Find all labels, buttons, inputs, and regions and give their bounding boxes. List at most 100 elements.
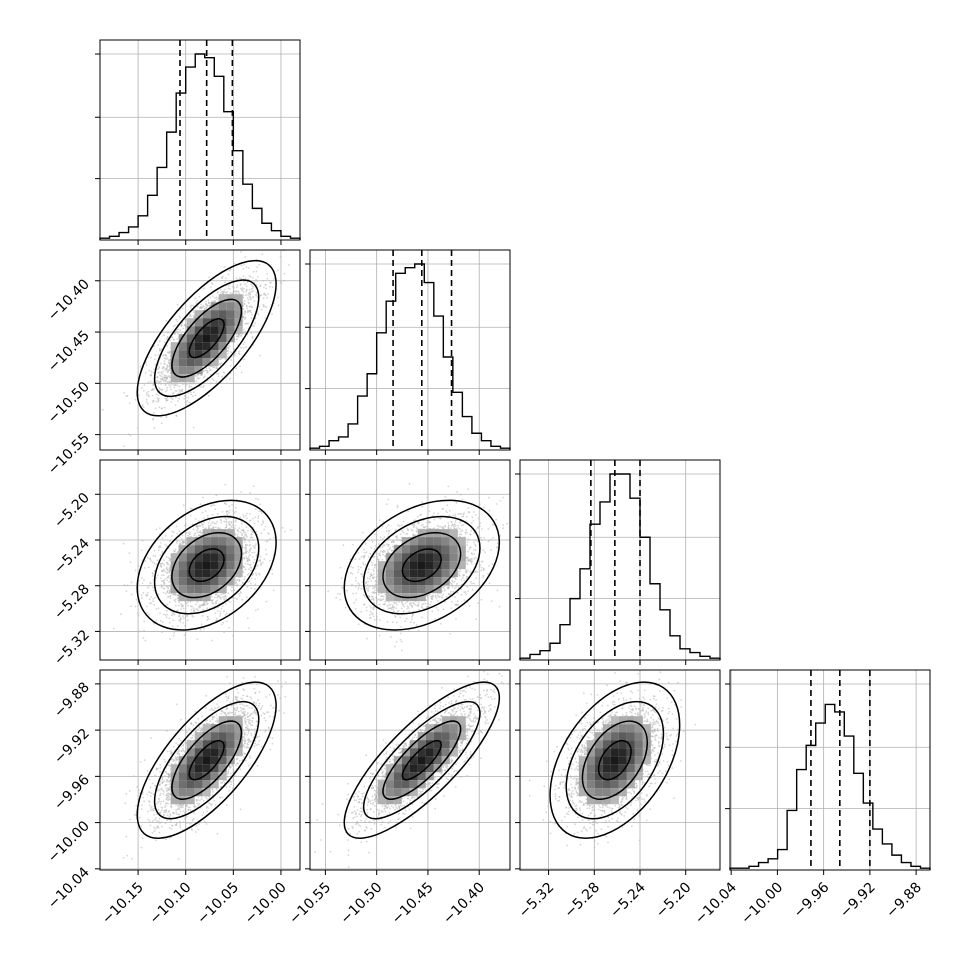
scatter-point bbox=[238, 277, 241, 279]
density-cell bbox=[218, 310, 227, 319]
scatter-point bbox=[161, 537, 164, 540]
scatter-point bbox=[162, 366, 165, 369]
scatter-point bbox=[254, 508, 257, 511]
scatter-point bbox=[238, 527, 241, 529]
scatter-point bbox=[166, 576, 169, 579]
scatter-point bbox=[159, 620, 162, 622]
scatter-point bbox=[219, 358, 222, 361]
scatter-point bbox=[227, 517, 230, 520]
scatter-point bbox=[175, 414, 178, 417]
scatter-point bbox=[197, 382, 200, 385]
scatter-point bbox=[226, 350, 229, 352]
scatter-point bbox=[230, 525, 233, 527]
scatter-point bbox=[149, 558, 152, 561]
scatter-point bbox=[268, 559, 271, 562]
scatter-point bbox=[245, 285, 248, 288]
scatter-point bbox=[164, 390, 167, 393]
scatter-point bbox=[246, 536, 248, 538]
scatter-point bbox=[183, 634, 186, 636]
scatter-point bbox=[168, 363, 171, 366]
scatter-point bbox=[174, 548, 177, 551]
scatter-point bbox=[223, 266, 226, 268]
scatter-point bbox=[174, 324, 176, 327]
scatter-point bbox=[208, 367, 211, 369]
scatter-point bbox=[246, 563, 249, 565]
scatter-point bbox=[268, 285, 271, 288]
scatter-point bbox=[166, 590, 169, 593]
scatter-point bbox=[247, 556, 250, 558]
scatter-point bbox=[241, 522, 243, 525]
scatter-point bbox=[234, 579, 237, 582]
scatter-point bbox=[177, 594, 179, 597]
scatter-point bbox=[244, 568, 247, 571]
scatter-point bbox=[232, 509, 235, 512]
scatter-point bbox=[168, 559, 171, 562]
scatter-point bbox=[259, 285, 262, 287]
scatter-point bbox=[195, 380, 198, 383]
scatter-point bbox=[168, 376, 171, 379]
scatter-point bbox=[128, 402, 131, 405]
scatter-point bbox=[255, 572, 257, 575]
scatter-point bbox=[253, 300, 256, 302]
scatter-point bbox=[183, 397, 186, 400]
scatter-point bbox=[143, 620, 146, 623]
scatter-point bbox=[211, 377, 214, 380]
scatter-point bbox=[245, 294, 248, 297]
scatter-point bbox=[246, 307, 249, 310]
scatter-point bbox=[248, 568, 250, 571]
scatter-point bbox=[199, 629, 202, 631]
scatter-point bbox=[183, 524, 186, 527]
scatter-point bbox=[251, 285, 254, 287]
scatter-point bbox=[164, 341, 166, 344]
scatter-point bbox=[206, 619, 209, 622]
scatter-point bbox=[176, 320, 179, 323]
scatter-point bbox=[231, 285, 234, 288]
scatter-point bbox=[238, 334, 240, 337]
scatter-point bbox=[227, 355, 229, 358]
scatter-point bbox=[148, 613, 150, 616]
scatter-point bbox=[236, 533, 239, 536]
scatter-point bbox=[234, 533, 237, 536]
scatter-point bbox=[255, 278, 257, 281]
scatter-point bbox=[161, 389, 163, 392]
scatter-point bbox=[184, 624, 187, 627]
scatter-point bbox=[192, 426, 195, 429]
scatter-point bbox=[234, 524, 237, 527]
scatter-point bbox=[235, 335, 238, 338]
scatter-point bbox=[231, 504, 234, 506]
scatter-point bbox=[222, 290, 225, 293]
scatter-point bbox=[216, 596, 219, 599]
scatter-point bbox=[143, 629, 146, 632]
scatter-point bbox=[119, 613, 122, 616]
scatter-point bbox=[224, 277, 227, 280]
scatter-point bbox=[160, 383, 163, 385]
scatter-point bbox=[159, 377, 162, 380]
scatter-point bbox=[162, 574, 165, 576]
scatter-point bbox=[204, 510, 207, 512]
scatter-point bbox=[250, 305, 253, 308]
scatter-point bbox=[157, 353, 160, 356]
scatter-point bbox=[259, 560, 262, 562]
scatter-point bbox=[168, 621, 171, 624]
scatter-point bbox=[155, 393, 158, 396]
scatter-point bbox=[164, 368, 167, 371]
scatter-point bbox=[256, 280, 259, 283]
scatter-point bbox=[159, 542, 162, 544]
scatter-point bbox=[252, 545, 255, 547]
scatter-point bbox=[145, 393, 148, 396]
scatter-point bbox=[247, 551, 250, 554]
scatter-point bbox=[271, 313, 273, 316]
scatter-point bbox=[187, 601, 190, 603]
scatter-point bbox=[248, 267, 250, 269]
scatter-point bbox=[242, 514, 245, 516]
scatter-point bbox=[210, 286, 212, 289]
scatter-point bbox=[228, 511, 231, 514]
scatter-point bbox=[236, 338, 238, 340]
scatter-point bbox=[252, 539, 255, 541]
scatter-point bbox=[243, 302, 246, 305]
scatter-point bbox=[250, 577, 253, 580]
scatter-point bbox=[143, 390, 145, 392]
scatter-point bbox=[261, 253, 264, 256]
scatter-point bbox=[159, 577, 162, 580]
scatter-point bbox=[147, 390, 150, 393]
